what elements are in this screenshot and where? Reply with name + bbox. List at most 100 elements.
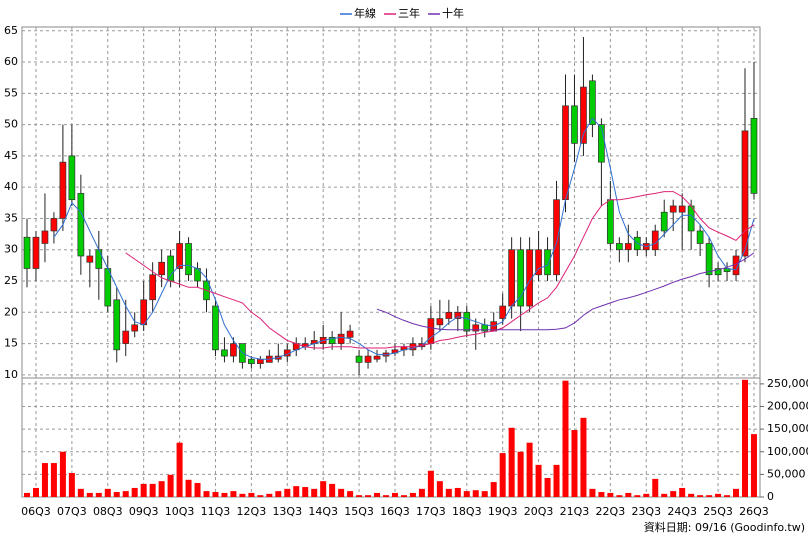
y2-tick-label: 250,000 xyxy=(767,377,808,390)
y-tick-label: 30 xyxy=(4,243,18,256)
volume-bar xyxy=(338,488,345,497)
volume-bar xyxy=(167,474,174,497)
candle-body xyxy=(50,218,58,232)
candle-body xyxy=(651,230,659,251)
x-tick-label: 11Q3 xyxy=(201,505,231,518)
volume-bar xyxy=(104,488,111,497)
y-tick-label: 65 xyxy=(4,24,18,37)
y-tick-label: 15 xyxy=(4,337,18,350)
volume-bar xyxy=(742,379,748,497)
volume-bar xyxy=(490,482,497,497)
volume-bar xyxy=(526,442,533,497)
y2-tick-label: 100,000 xyxy=(767,445,808,458)
candle-body xyxy=(104,268,112,307)
x-tick-label: 14Q3 xyxy=(308,505,338,518)
candle-body xyxy=(508,249,515,307)
volume-bar xyxy=(68,473,75,497)
volume-bar xyxy=(32,487,39,497)
candle-body xyxy=(750,117,758,194)
volume-bar xyxy=(311,488,318,497)
x-tick-label: 20Q3 xyxy=(524,505,554,518)
volume-bar xyxy=(284,488,291,497)
candle-body xyxy=(355,355,363,363)
ma-line xyxy=(125,191,755,349)
volume-bar xyxy=(203,491,210,497)
volume-bar xyxy=(24,492,30,497)
x-tick-label: 23Q3 xyxy=(631,505,661,518)
volume-bar xyxy=(706,495,713,497)
y2-tick-label: 200,000 xyxy=(767,400,808,413)
y-tick-label: 50 xyxy=(4,118,18,131)
candle-body xyxy=(149,274,156,301)
volume-bar xyxy=(221,492,228,497)
volume-bar xyxy=(427,470,434,497)
volume-bar xyxy=(679,487,686,497)
candle-body xyxy=(517,249,524,307)
candle-body xyxy=(463,311,471,332)
candle-body xyxy=(544,249,551,276)
x-tick-label: 16Q3 xyxy=(380,505,410,518)
volume-bar xyxy=(517,451,524,497)
volume-bar xyxy=(688,493,695,497)
candle-body xyxy=(221,349,228,357)
y2-tick-label: 150,000 xyxy=(767,422,808,435)
candle-body xyxy=(562,105,569,201)
candle-body xyxy=(346,330,354,338)
volume-bar xyxy=(400,495,407,497)
volume-bar xyxy=(266,493,273,497)
plot-frame xyxy=(21,26,761,498)
candle-body xyxy=(23,236,31,269)
volume-bar xyxy=(383,495,389,497)
volume-bar xyxy=(589,488,596,497)
y-tick-label: 25 xyxy=(4,274,18,287)
volume-bar xyxy=(544,477,551,497)
candle-body xyxy=(59,161,67,219)
x-tick-label: 08Q3 xyxy=(93,505,123,518)
volume-bar xyxy=(616,495,623,497)
volume-bar xyxy=(454,487,461,497)
candle-body xyxy=(445,311,453,319)
candle-body xyxy=(598,124,605,163)
y-tick-label: 45 xyxy=(4,149,18,162)
y-tick-label: 35 xyxy=(4,211,18,224)
candle-body xyxy=(212,305,219,351)
y-tick-label: 20 xyxy=(4,305,18,318)
volume-bar xyxy=(329,483,336,497)
volume-bar xyxy=(445,488,452,497)
candle-body xyxy=(615,243,623,251)
volume-bar xyxy=(508,427,515,497)
candle-body xyxy=(337,333,345,344)
x-tick-label: 10Q3 xyxy=(165,505,195,518)
candle-body xyxy=(86,255,94,263)
candle-body xyxy=(624,243,632,251)
volume-bar xyxy=(625,492,632,497)
candle-body xyxy=(185,243,192,276)
volume-bar xyxy=(535,464,542,497)
volume-bar xyxy=(472,490,479,497)
candle-body xyxy=(364,355,372,363)
candle-body xyxy=(669,205,677,213)
x-tick-label: 12Q3 xyxy=(237,505,267,518)
candle-body xyxy=(113,299,121,351)
candle-body xyxy=(230,343,237,357)
y-tick-label: 40 xyxy=(4,180,18,193)
candle-body xyxy=(41,230,49,244)
candle-body xyxy=(580,86,587,144)
volume-bar xyxy=(463,491,470,497)
volume-bar xyxy=(158,481,165,497)
candle-body xyxy=(607,199,614,244)
y-tick-label: 60 xyxy=(4,55,18,68)
candle-body xyxy=(68,155,76,201)
x-tick-label: 07Q3 xyxy=(57,505,87,518)
candle-body xyxy=(257,358,264,364)
x-tick-label: 13Q3 xyxy=(272,505,302,518)
candle-body xyxy=(95,249,103,269)
volume-bar xyxy=(571,430,578,497)
x-tick-label: 09Q3 xyxy=(129,505,159,518)
volume-bar xyxy=(374,492,381,497)
candle-body xyxy=(472,324,480,332)
volume-bar xyxy=(715,493,722,497)
volume-bar xyxy=(598,492,605,497)
volume-bar xyxy=(239,493,246,497)
volume-bar xyxy=(113,492,120,497)
